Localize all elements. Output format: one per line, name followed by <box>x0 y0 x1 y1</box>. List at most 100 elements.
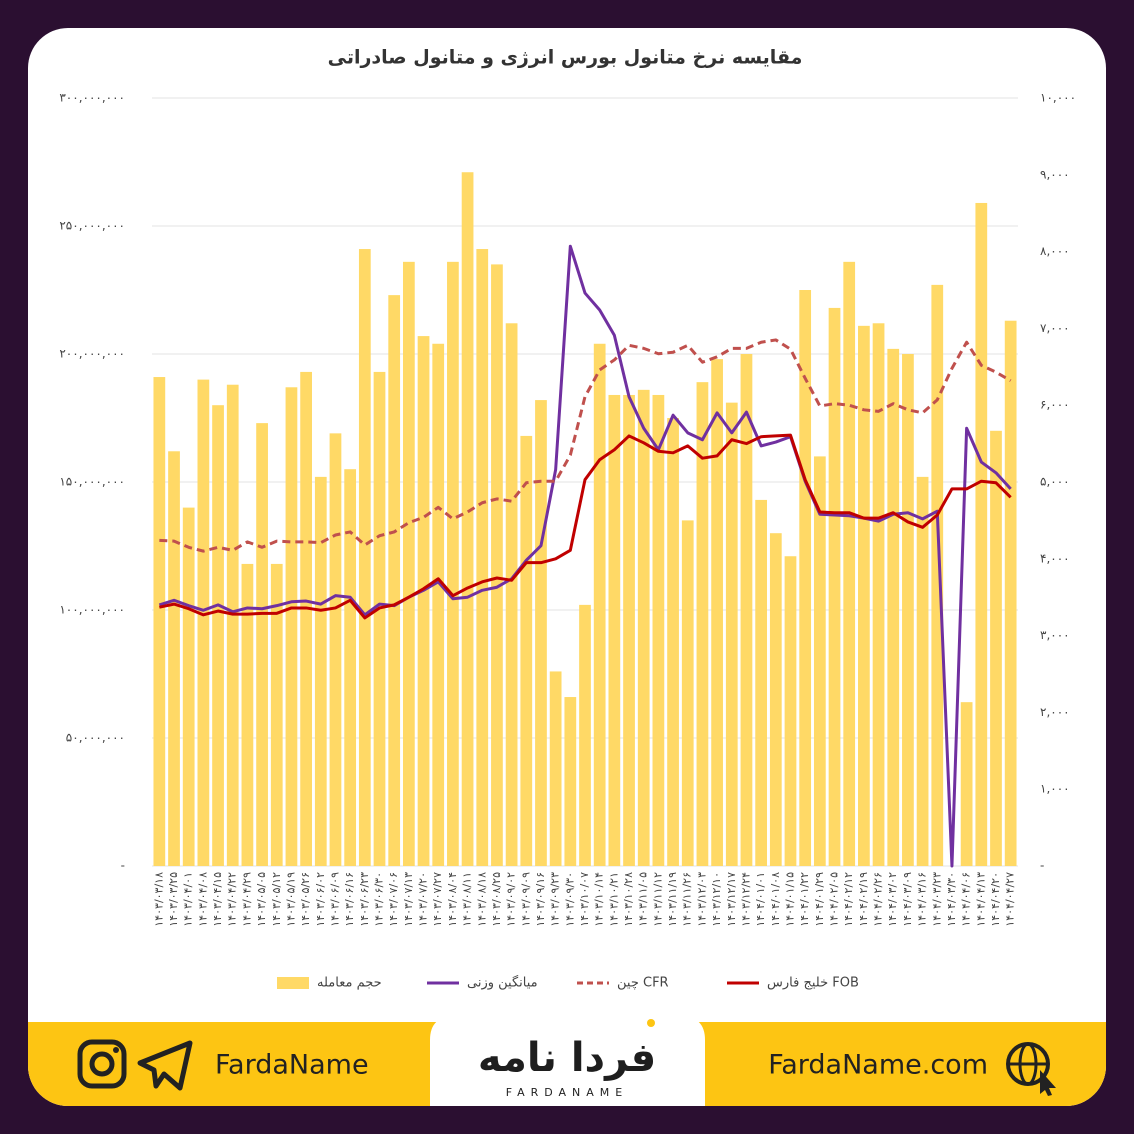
x-tick-label: ۱۴۰۴/۰۳/۳۰ <box>945 872 958 927</box>
x-tick-label: ۱۴۰۳/۰۷/۲۰ <box>417 872 430 927</box>
bar <box>300 371 312 866</box>
chart-title: مقایسه نرخ متانول بورس انرژی و متانول صا… <box>328 47 803 69</box>
bar <box>813 456 826 866</box>
x-tick-label: ۱۴۰۳/۰۴/۲۹ <box>240 872 253 927</box>
bar <box>960 702 973 866</box>
bar <box>314 476 327 866</box>
bar <box>285 387 298 866</box>
x-tick-label: ۱۴۰۳/۰۸/۰۴ <box>446 872 459 927</box>
x-tick-label: ۱۴۰۳/۰۵/۱۹ <box>284 872 297 927</box>
x-tick-label: ۱۴۰۴/۰۳/۲۳ <box>930 872 943 927</box>
legend-label: حجم معامله <box>317 976 382 991</box>
bar <box>153 377 166 866</box>
logo-subtext: FARDANAME <box>506 1086 628 1099</box>
y-tick-label: ۳۰۰,۰۰۰,۰۰۰ <box>59 91 125 105</box>
x-tick-label: ۱۴۰۳/۰۴/۱۵ <box>211 872 224 927</box>
x-tick-label: ۱۴۰۳/۱۲/۱۷ <box>725 872 738 927</box>
x-tick-label: ۱۴۰۳/۰۸/۲۵ <box>490 872 503 927</box>
y-tick-label: ۲۵۰,۰۰۰,۰۰۰ <box>59 219 125 233</box>
x-tick-label: ۱۴۰۳/۰۶/۳۰ <box>373 872 386 927</box>
y2-tick-label: ۷,۰۰۰ <box>1040 321 1070 335</box>
bar <box>740 354 753 866</box>
x-tick-label: ۱۴۰۴/۰۱/۱۵ <box>783 872 796 927</box>
bar <box>799 290 812 866</box>
bar <box>843 261 856 867</box>
plot: - ۵۰,۰۰۰,۰۰۰ ۱۰۰,۰۰۰,۰۰۰ ۱۵۰,۰۰۰,۰۰۰ ۲۰۰,۰۰۰… <box>59 91 1076 991</box>
bar <box>241 563 254 866</box>
y-tick-label: ۵۰,۰۰۰,۰۰۰ <box>66 731 125 745</box>
x-tick-label: ۱۴۰۴/۰۴/۲۰ <box>989 872 1002 927</box>
instagram-dot <box>113 1047 119 1053</box>
y2-tick-label: ۸,۰۰۰ <box>1040 244 1070 258</box>
x-tick-label: ۱۴۰۳/۱۰/۲۸ <box>622 872 635 927</box>
legend-label: چین CFR <box>617 976 669 991</box>
bar <box>975 202 988 866</box>
bar <box>402 261 415 867</box>
telegram-icon[interactable] <box>137 1040 193 1091</box>
x-tick-label: ۱۴۰۳/۰۶/۰۲ <box>314 872 327 927</box>
bar <box>652 394 665 866</box>
x-tick-label: ۱۴۰۴/۰۴/۲۷ <box>1004 872 1017 927</box>
x-tick-label: ۱۴۰۳/۱۲/۲۴ <box>739 872 752 927</box>
bar <box>491 264 503 866</box>
y2-tick-label: ۳,۰۰۰ <box>1040 628 1070 642</box>
x-tick-label: ۱۴۰۳/۱۲/۰۳ <box>695 872 708 927</box>
logo-text: فردا نامه <box>478 1035 656 1081</box>
bar <box>623 394 635 866</box>
bar <box>1004 320 1017 867</box>
instagram-lens <box>89 1051 115 1077</box>
bar <box>212 405 224 866</box>
bar <box>931 284 944 866</box>
x-tick-label: ۱۴۰۳/۰۵/۲۶ <box>299 872 312 927</box>
bar <box>784 556 797 866</box>
bar <box>887 348 900 866</box>
x-tick-label: ۱۴۰۴/۰۲/۱۲ <box>842 872 855 927</box>
bar <box>270 563 283 866</box>
bar <box>447 261 459 867</box>
x-tick-label: ۱۴۰۳/۰۳/۲۵ <box>167 872 180 927</box>
y2-tick-label: ۶,۰۰۰ <box>1040 398 1070 412</box>
x-tick-label: ۱۴۰۴/۰۳/۱۶ <box>916 872 929 927</box>
bar <box>593 343 606 866</box>
x-tick-label: ۱۴۰۳/۰۵/۰۵ <box>255 872 268 927</box>
x-tick-label: ۱۴۰۴/۰۳/۰۹ <box>901 872 914 927</box>
x-tick-label: ۱۴۰۴/۰۱/۰۱ <box>754 872 767 927</box>
legend-label: خلیج فارس FOB <box>767 976 859 991</box>
bar <box>579 604 591 866</box>
y2-tick-label: ۵,۰۰۰ <box>1040 475 1070 489</box>
bar <box>725 402 738 866</box>
y2-tick-label: ۴,۰۰۰ <box>1040 551 1070 565</box>
y2-tick-label: ۱,۰۰۰ <box>1040 782 1070 796</box>
bar <box>226 384 239 866</box>
x-tick-label: ۱۴۰۳/۰۶/۱۶ <box>343 872 356 927</box>
x-tick-label: ۱۴۰۳/۰۸/۱۱ <box>461 872 474 927</box>
bar <box>681 520 694 866</box>
x-tick-label: ۱۴۰۳/۰۳/۱۸ <box>152 872 165 927</box>
line <box>159 433 1012 620</box>
x-tick-label: ۱۴۰۳/۰۴/۲۲ <box>226 872 239 927</box>
bar <box>505 323 518 866</box>
x-tick-label: ۱۴۰۳/۱۲/۱۰ <box>710 872 723 927</box>
bar <box>417 336 430 867</box>
x-tick-label: ۱۴۰۳/۰۶/۲۳ <box>358 872 371 927</box>
logo-dot <box>647 1019 655 1027</box>
y-tick-label: ۱۰۰,۰۰۰,۰۰۰ <box>59 603 125 617</box>
x-tick-label: ۱۴۰۳/۰۷/۲۷ <box>431 872 444 927</box>
x-tick-label: ۱۴۰۳/۱۰/۲۱ <box>607 872 620 927</box>
x-tick-label: ۱۴۰۳/۱۱/۱۹ <box>666 872 679 927</box>
x-tick-label: ۱۴۰۳/۰۸/۱۸ <box>475 872 488 927</box>
x-tick-label: ۱۴۰۳/۱۰/۱۴ <box>593 872 606 927</box>
x-tick-label: ۱۴۰۳/۰۷/۱۳ <box>402 872 415 927</box>
x-tick-label: ۱۴۰۴/۰۲/۲۶ <box>872 872 885 927</box>
x-tick-label: ۱۴۰۳/۱۱/۱۲ <box>651 872 664 927</box>
website[interactable]: FardaName.com <box>768 1050 988 1081</box>
bar <box>916 476 929 866</box>
footer: FardaName فردا نامه FARDANAME FardaName.… <box>77 1016 1056 1106</box>
bar <box>858 325 870 867</box>
x-tick-label: ۱۴۰۳/۰۴/۰۸ <box>196 872 209 927</box>
y-tick-label: ۱۵۰,۰۰۰,۰۰۰ <box>59 475 125 489</box>
bar <box>358 249 371 867</box>
instagram-icon[interactable] <box>77 1039 127 1089</box>
x-tick-label: ۱۴۰۳/۱۰/۰۷ <box>578 872 591 927</box>
